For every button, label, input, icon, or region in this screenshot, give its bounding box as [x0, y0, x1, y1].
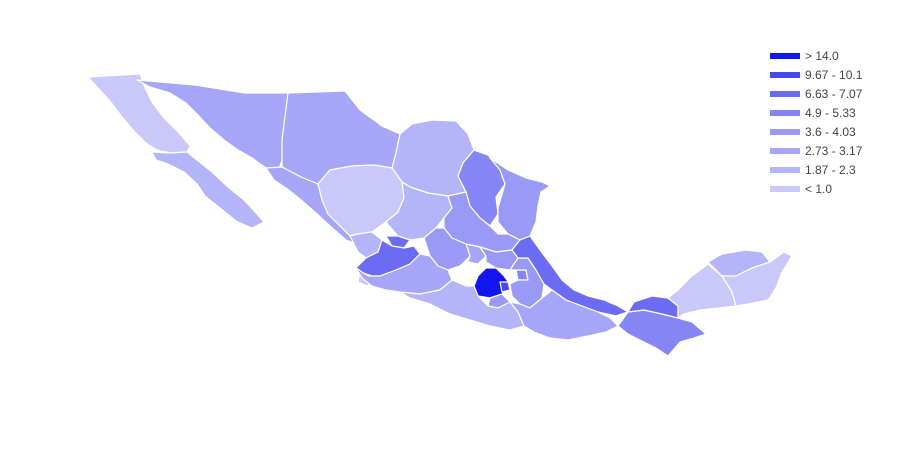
region-chiapas[interactable] — [617, 309, 707, 357]
legend-item[interactable]: 2.73 - 3.17 — [770, 141, 890, 160]
region-quintana-roo[interactable] — [721, 251, 793, 307]
region-ciudad-de-mexico[interactable] — [499, 281, 511, 293]
legend-item[interactable]: 3.6 - 4.03 — [770, 122, 890, 141]
legend-label: 6.63 - 7.07 — [805, 86, 863, 101]
legend-label: 4.9 - 5.33 — [805, 105, 856, 120]
region-aguascalientes[interactable] — [385, 235, 411, 249]
legend-item[interactable]: 6.63 - 7.07 — [770, 84, 890, 103]
legend-label: < 1.0 — [805, 181, 833, 196]
legend-item[interactable]: > 14.0 — [770, 46, 890, 65]
region-baja-california-sur[interactable] — [151, 151, 265, 229]
legend-swatch — [770, 71, 800, 78]
region-michoacan[interactable] — [355, 253, 453, 295]
legend-swatch — [770, 90, 800, 97]
legend-item[interactable]: 1.87 - 2.3 — [770, 160, 890, 179]
legend-swatch — [770, 166, 800, 173]
legend-swatch — [770, 128, 800, 135]
legend-item[interactable]: 4.9 - 5.33 — [770, 103, 890, 122]
legend-swatch — [770, 109, 800, 116]
legend: > 14.0 9.67 - 10.1 6.63 - 7.07 4.9 - 5.33 3.… — [770, 46, 890, 198]
legend-label: 1.87 - 2.3 — [805, 162, 856, 177]
legend-label: 9.67 - 10.1 — [805, 67, 863, 82]
region-oaxaca[interactable] — [509, 289, 619, 341]
legend-label: 3.6 - 4.03 — [805, 124, 856, 139]
legend-label: 2.73 - 3.17 — [805, 143, 863, 158]
region-tamaulipas[interactable] — [489, 157, 551, 241]
region-sonora[interactable] — [136, 79, 293, 173]
legend-swatch — [770, 185, 800, 192]
legend-swatch — [770, 52, 800, 59]
legend-item[interactable]: < 1.0 — [770, 179, 890, 198]
legend-label: > 14.0 — [805, 48, 839, 63]
legend-swatch — [770, 147, 800, 154]
legend-item[interactable]: 9.67 - 10.1 — [770, 65, 890, 84]
